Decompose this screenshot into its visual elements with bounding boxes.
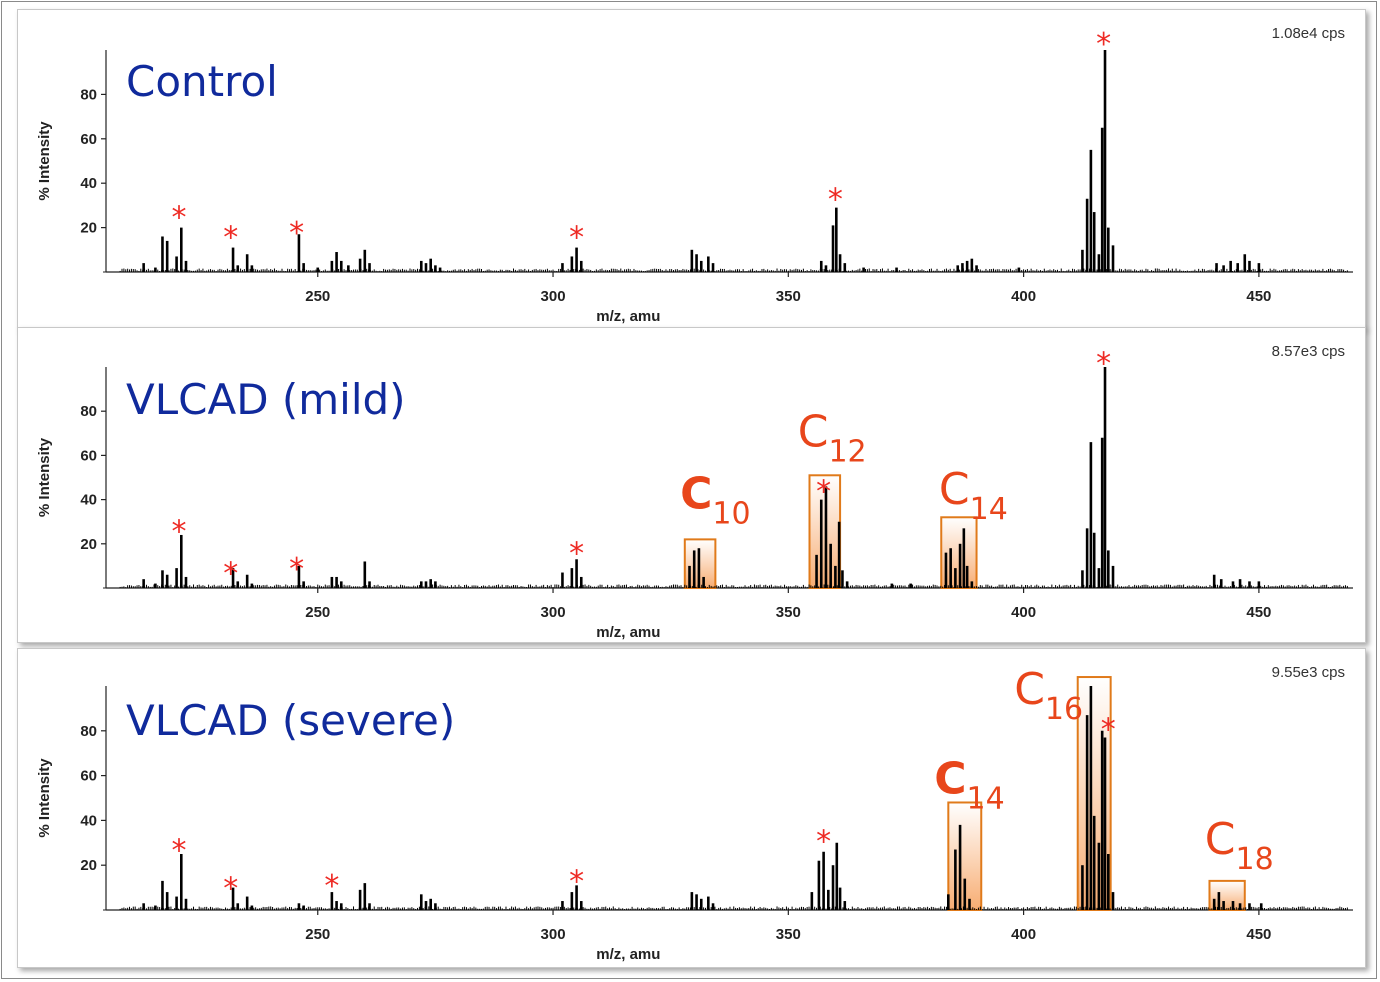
asterisk-marker: *: [324, 869, 339, 904]
chain-label-subscript: 14: [966, 782, 1004, 817]
sample-label: VLCAD (severe): [126, 696, 455, 745]
asterisk-marker: *: [223, 556, 238, 591]
asterisk-marker: *: [1096, 27, 1111, 62]
sample-label: VLCAD (mild): [126, 375, 406, 424]
y-tick-label: 80: [80, 723, 97, 740]
chain-label-letter: C: [1205, 814, 1236, 865]
x-tick-label: 400: [1011, 604, 1036, 621]
chain-label: C14: [934, 754, 1004, 817]
x-axis-title: m/z, amu: [596, 946, 660, 963]
asterisk-marker: *: [171, 514, 186, 549]
y-tick-label: 20: [80, 857, 97, 874]
x-tick-label: 400: [1011, 926, 1036, 943]
chain-label-subscript: 12: [828, 435, 866, 470]
x-tick-label: 250: [305, 288, 330, 305]
x-tick-label: 400: [1011, 288, 1036, 305]
chain-label: C14: [939, 464, 1008, 527]
x-axis-title: m/z, amu: [596, 624, 660, 641]
x-tick-label: 300: [541, 926, 566, 943]
x-tick-label: 450: [1246, 604, 1271, 621]
chain-label-letter: C: [934, 754, 966, 805]
intensity-cps-label: 8.57e3 cps: [1272, 343, 1345, 360]
chain-label-subscript: 18: [1236, 842, 1274, 877]
x-tick-label: 300: [541, 604, 566, 621]
asterisk-marker: *: [569, 865, 584, 900]
chain-label-letter: C: [1014, 664, 1045, 715]
y-tick-label: 40: [80, 175, 97, 192]
chain-label: C16: [1014, 664, 1083, 727]
chain-label-letter: C: [680, 468, 712, 519]
chain-label: C18: [1205, 814, 1274, 877]
x-tick-label: 450: [1246, 288, 1271, 305]
chain-label-subscript: 16: [1045, 692, 1083, 727]
y-tick-label: 20: [80, 220, 97, 237]
y-axis-title: % Intensity: [36, 758, 53, 838]
x-tick-label: 350: [776, 604, 801, 621]
y-axis-title: % Intensity: [36, 121, 53, 201]
intensity-cps-label: 1.08e4 cps: [1272, 25, 1345, 42]
asterisk-marker: *: [1101, 712, 1116, 747]
y-tick-label: 60: [80, 768, 97, 785]
x-tick-label: 250: [305, 926, 330, 943]
asterisk-marker: *: [223, 871, 238, 906]
asterisk-marker: *: [289, 552, 304, 587]
y-tick-label: 60: [80, 447, 97, 464]
asterisk-marker: *: [171, 833, 186, 868]
y-tick-label: 60: [80, 131, 97, 148]
chain-label-letter: C: [798, 407, 829, 458]
x-tick-label: 350: [776, 926, 801, 943]
y-tick-label: 80: [80, 86, 97, 103]
panel-vlcad-severe: 20 40 60 80 250 300 350 400 450 m/z, amu % Intensi…: [17, 648, 1366, 968]
x-tick-label: 350: [776, 288, 801, 305]
chain-label-subscript: 14: [970, 492, 1008, 527]
asterisk-marker: *: [1096, 347, 1111, 382]
sample-label: Control: [126, 57, 278, 106]
panel-control: 20 40 60 80 250 300 350 400 450 m/z, amu % Intensi…: [17, 9, 1366, 329]
baseline-noise: [119, 268, 1348, 272]
x-tick-label: 300: [541, 288, 566, 305]
chain-label-subscript: 10: [712, 496, 750, 531]
asterisk-marker: *: [223, 220, 238, 255]
intensity-cps-label: 9.55e3 cps: [1272, 664, 1345, 681]
y-tick-label: 40: [80, 812, 97, 829]
x-tick-label: 250: [305, 604, 330, 621]
asterisk-marker: *: [569, 220, 584, 255]
x-tick-label: 450: [1246, 926, 1271, 943]
y-tick-label: 40: [80, 492, 97, 509]
chain-label: C12: [798, 407, 867, 470]
y-tick-label: 80: [80, 403, 97, 420]
panel-vlcad-mild: 20 40 60 80 250 300 350 400 450 m/z, amu % Intensi…: [17, 327, 1366, 643]
chain-label-letter: C: [939, 464, 970, 515]
y-axis-title: % Intensity: [36, 437, 53, 517]
chain-label: C10: [680, 468, 750, 531]
spectrum-plot-control: 20 40 60 80 250 300 350 400 450 m/z, amu % Intensi…: [36, 25, 1353, 325]
asterisk-marker: *: [816, 475, 831, 510]
spectrum-plot-vlcad-severe: 20 40 60 80 250 300 350 400 450 m/z, amu % Intensi…: [36, 664, 1353, 963]
asterisk-marker: *: [828, 183, 843, 218]
y-tick-label: 20: [80, 536, 97, 553]
x-axis-title: m/z, amu: [596, 308, 660, 325]
asterisk-marker: *: [171, 200, 186, 235]
asterisk-marker: *: [569, 537, 584, 572]
asterisk-marker: *: [816, 824, 831, 859]
spectrum-plot-vlcad-mild: 20 40 60 80 250 300 350 400 450 m/z, amu % Intensi…: [36, 343, 1353, 641]
asterisk-marker: *: [289, 216, 304, 251]
